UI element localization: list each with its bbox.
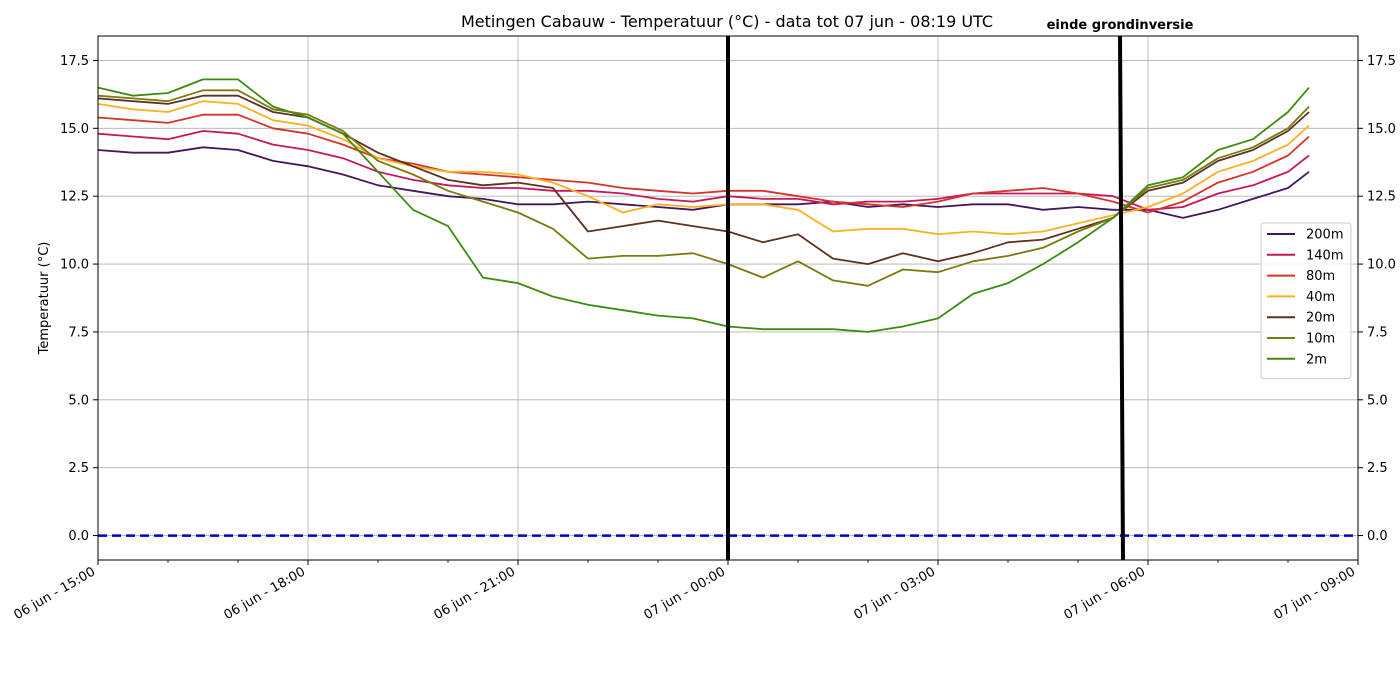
axis-ticks: 06 jun - 15:00 06 jun - 18:00 06 jun - 21:…: [12, 54, 1396, 623]
y-tick-label-right: 0.0: [1367, 529, 1388, 544]
x-tick-label: 07 jun - 03:00: [852, 564, 938, 623]
series-line-2m: [97, 78, 1310, 333]
series-line-200m: [97, 146, 1310, 219]
x-tick-label: 06 jun - 18:00: [222, 564, 308, 623]
x-tick-label: 07 jun - 06:00: [1062, 564, 1148, 623]
series-line-80m: [97, 113, 1310, 214]
legend: 200m 140m 80m 40m 20m 10m 2m: [1260, 222, 1352, 380]
series-lines: [97, 78, 1310, 333]
legend-label: 140m: [1306, 248, 1343, 263]
y-tick-label-left: 12.5: [60, 190, 89, 205]
legend-label: 40m: [1306, 290, 1335, 305]
x-tick-label: 06 jun - 15:00: [12, 564, 98, 623]
x-tick-label: 07 jun - 09:00: [1272, 564, 1358, 623]
y-tick-label-left: 17.5: [60, 54, 89, 69]
y-tick-label-left: 2.5: [68, 461, 89, 476]
y-tick-label-left: 5.0: [68, 393, 89, 408]
legend-label: 10m: [1306, 332, 1335, 347]
legend-label: 2m: [1306, 352, 1327, 367]
y-tick-label-right: 7.5: [1367, 325, 1388, 340]
series-line-40m: [97, 100, 1310, 236]
y-tick-label-right: 15.0: [1367, 122, 1396, 137]
y-axis-label: Temperatuur (°C): [37, 242, 52, 356]
y-tick-label-right: 5.0: [1367, 393, 1388, 408]
y-tick-label-left: 7.5: [68, 325, 89, 340]
x-tick-label: 07 jun - 00:00: [642, 564, 728, 623]
y-tick-label-right: 2.5: [1367, 461, 1388, 476]
legend-box: [1260, 222, 1352, 380]
marker-annotation: einde grondinversie: [1047, 18, 1194, 33]
legend-label: 20m: [1306, 311, 1335, 326]
y-tick-label-left: 15.0: [60, 122, 89, 137]
series-line-10m: [97, 89, 1310, 287]
y-tick-label-right: 12.5: [1367, 190, 1396, 205]
series-line-140m: [97, 130, 1310, 211]
vertical-marker-line: [1118, 35, 1125, 561]
legend-label: 80m: [1306, 269, 1335, 284]
legend-label: 200m: [1306, 228, 1343, 243]
chart-title: Metingen Cabauw - Temperatuur (°C) - dat…: [461, 12, 993, 31]
y-tick-label-right: 17.5: [1367, 54, 1396, 69]
y-tick-label-right: 10.0: [1367, 258, 1396, 273]
vertical-markers: einde grondinversie: [726, 18, 1194, 561]
y-tick-label-left: 0.0: [68, 529, 89, 544]
x-tick-label: 06 jun - 21:00: [432, 564, 518, 623]
y-tick-label-left: 10.0: [60, 258, 89, 273]
